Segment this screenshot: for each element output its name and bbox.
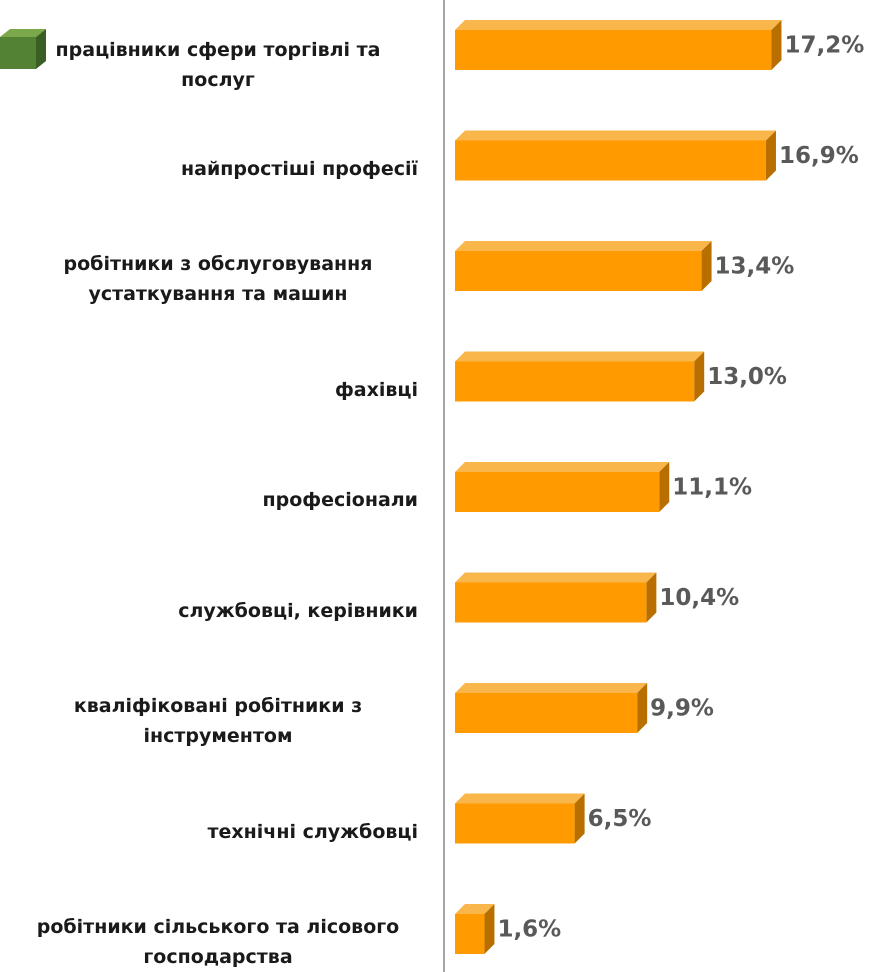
category-label: робітники сільського та лісового господа… [36,916,400,968]
bar-top [455,683,648,693]
value-label: 13,0% [707,364,787,390]
value-label: 9,9% [650,696,714,722]
bar [455,30,772,70]
bar-side [701,241,712,291]
category-label-box: найпростіші професії [8,129,418,209]
bar-top [455,241,712,251]
bar [455,914,485,954]
category-label-box: технічні службовці [8,792,418,872]
category-label-box: професіонали [8,460,418,540]
bar-top [455,793,585,804]
category-label: працівники сфери торгівлі та послуг [55,39,381,91]
category-label-box: працівники сфери торгівлі та послуг [8,25,418,105]
bar-top [455,904,495,914]
category-label: службовці, керівники [178,599,418,622]
legend-swatch [0,37,36,69]
bar-top [455,130,776,141]
bar-top [455,572,657,583]
category-label-box: кваліфіковані робітники з інструментом [8,681,418,761]
bar-top [455,20,782,30]
bar [455,361,695,402]
category-label-box: фахівці [8,350,418,430]
value-label: 1,6% [497,917,561,943]
category-label: кваліфіковані робітники з інструментом [73,695,363,747]
bar-side [484,904,495,954]
bar-side [574,793,585,844]
value-label: 16,9% [779,143,859,169]
category-label: робітники з обслуговування устаткування … [63,253,373,305]
bar-side [765,130,776,181]
bar-side [659,462,670,512]
bar-top [455,462,670,472]
value-label: 10,4% [659,585,739,611]
value-label: 13,4% [715,254,795,280]
category-label: найпростіші професії [181,157,418,180]
category-label-box: робітники сільського та лісового господа… [8,902,418,972]
bar-side [694,351,705,402]
value-label: 11,1% [672,475,752,501]
category-label-box: робітники з обслуговування устаткування … [8,239,418,319]
bar [455,140,766,181]
bar [455,693,638,733]
bar [455,803,575,844]
bar [455,582,647,623]
bar-top [455,351,705,362]
bar [455,251,702,291]
category-label: технічні службовці [207,820,418,843]
legend-swatch-top [0,29,46,37]
bar-side [646,572,657,623]
bar-side [771,20,782,70]
value-label: 17,2% [784,33,864,59]
category-label: професіонали [262,489,418,511]
category-label: фахівці [334,378,418,401]
category-label-box: службовці, керівники [8,571,418,651]
legend-swatch-side [36,29,46,69]
bar-side [637,683,648,733]
value-label: 6,5% [588,806,652,832]
bar [455,472,660,512]
